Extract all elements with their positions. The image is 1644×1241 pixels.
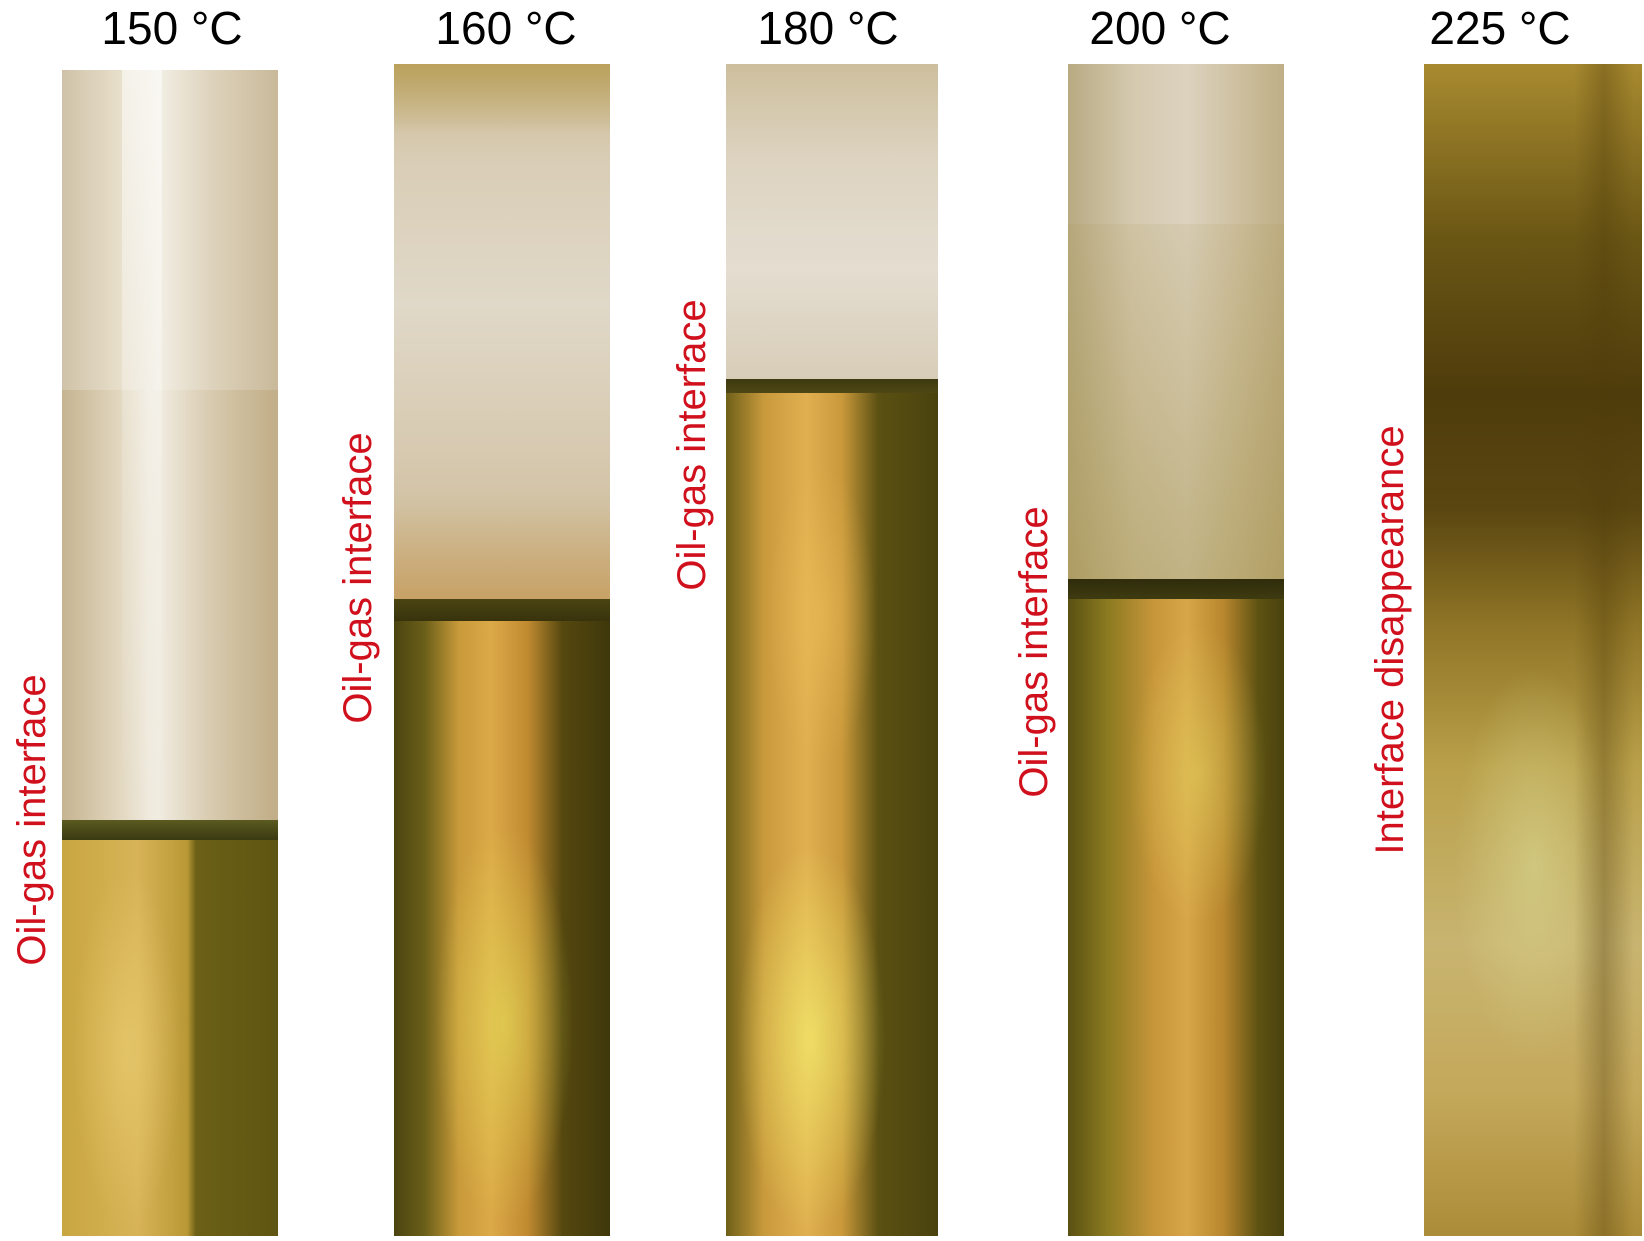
temperature-label-225: 225 °C [1429,2,1571,54]
gas-phase [726,64,938,379]
gas-phase [1068,64,1284,579]
sample-tube-150 [62,70,278,1236]
interface-label-text: Oil-gas interface [670,299,714,591]
temperature-label-180: 180 °C [757,2,899,54]
sample-tube-225 [1424,64,1642,1236]
oil-gas-interface-line [394,599,610,621]
sample-tube-160 [394,64,610,1236]
interface-label-text: Oil-gas interface [336,432,380,724]
temperature-label-200: 200 °C [1089,2,1231,54]
temperature-label-160: 160 °C [435,2,577,54]
oil-gas-interface-line [62,820,278,840]
interface-label-text: Oil-gas interface [1012,506,1056,798]
oil-gas-interface-line [1068,579,1284,599]
interface-label-text: Oil-gas interface [10,674,54,966]
temperature-label-150: 150 °C [101,2,243,54]
oil-gas-interface-line [726,379,938,393]
sample-tube-200 [1068,64,1284,1236]
gas-phase [62,70,278,820]
interface-label-text: Interface disappearance [1368,425,1412,855]
oil-phase [1068,599,1284,1236]
sample-tube-180 [726,64,938,1236]
gas-phase [394,64,610,599]
